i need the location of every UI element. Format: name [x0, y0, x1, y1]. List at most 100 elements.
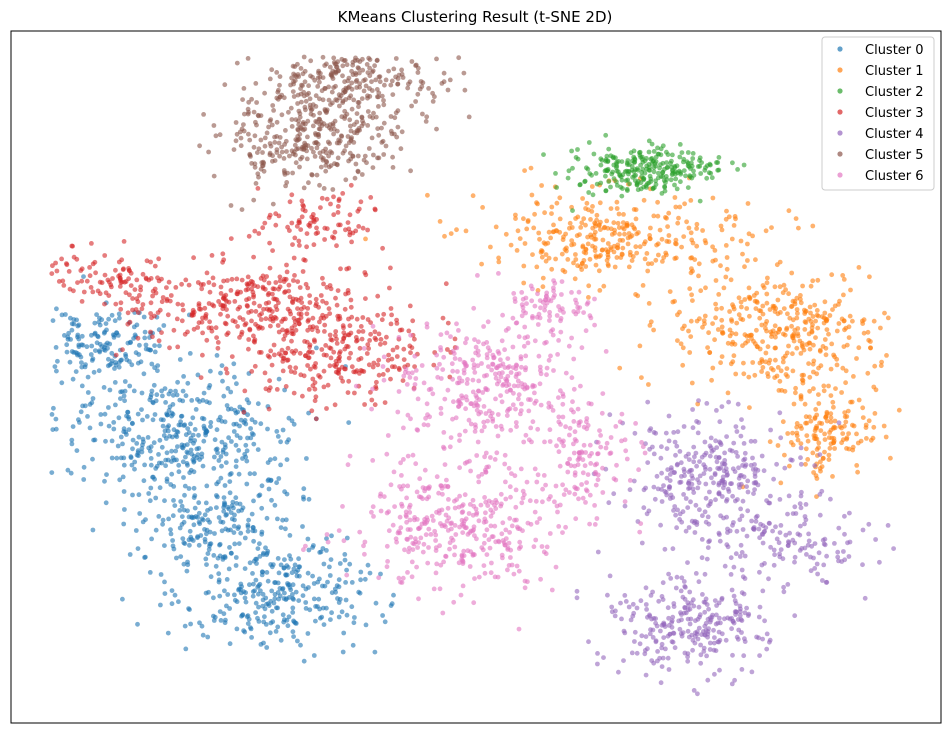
data-point — [856, 265, 862, 270]
data-point — [310, 74, 315, 80]
data-point — [277, 586, 283, 591]
data-point — [746, 611, 752, 617]
data-point — [560, 414, 566, 420]
data-point — [295, 61, 300, 67]
data-point — [645, 261, 651, 267]
data-point — [437, 586, 443, 592]
data-point — [336, 584, 342, 590]
data-point — [846, 431, 851, 436]
data-point — [230, 318, 236, 324]
data-point — [510, 402, 516, 408]
data-point — [183, 454, 188, 460]
data-point — [203, 500, 209, 506]
data-point — [822, 337, 828, 342]
data-point — [723, 216, 729, 222]
data-point — [200, 315, 205, 321]
data-point — [332, 402, 338, 408]
data-point — [443, 553, 448, 559]
data-point — [321, 281, 326, 287]
data-point — [664, 215, 669, 221]
data-point — [285, 345, 291, 351]
data-point — [200, 463, 206, 469]
data-point — [301, 304, 307, 310]
data-point — [309, 145, 314, 151]
data-point — [463, 363, 469, 369]
data-point — [341, 87, 346, 93]
data-point — [114, 455, 120, 461]
data-point — [812, 541, 818, 546]
data-point — [390, 522, 396, 528]
data-point — [521, 439, 527, 445]
data-point — [263, 316, 269, 322]
data-point — [223, 512, 229, 518]
data-point — [258, 166, 264, 172]
data-point — [441, 70, 447, 76]
data-point — [479, 471, 485, 477]
data-point — [220, 303, 226, 308]
data-point — [174, 457, 179, 463]
data-point — [371, 360, 377, 366]
data-point — [386, 352, 391, 358]
data-point — [814, 412, 820, 418]
data-point — [785, 511, 790, 517]
data-point — [225, 406, 231, 412]
data-point — [697, 155, 703, 161]
data-point — [407, 510, 413, 515]
data-point — [659, 641, 665, 647]
data-point — [655, 145, 660, 151]
data-point — [505, 567, 510, 573]
data-point — [346, 378, 352, 384]
data-point — [680, 630, 686, 635]
data-point — [799, 426, 804, 431]
data-point — [839, 440, 844, 446]
data-point — [105, 345, 110, 351]
data-point — [159, 388, 165, 394]
data-point — [389, 601, 395, 607]
data-point — [782, 452, 787, 458]
data-point — [763, 325, 768, 331]
data-point — [50, 318, 56, 323]
data-point — [227, 472, 233, 477]
data-point — [247, 327, 253, 333]
data-point — [695, 164, 701, 169]
data-point — [450, 537, 456, 543]
data-point — [334, 302, 340, 308]
data-point — [64, 342, 70, 348]
data-point — [785, 543, 791, 548]
data-point — [96, 368, 102, 374]
data-point — [663, 250, 669, 256]
data-point — [692, 454, 697, 460]
data-point — [250, 525, 256, 530]
data-point — [681, 424, 687, 429]
data-point — [627, 249, 633, 255]
data-point — [481, 404, 487, 409]
data-point — [316, 304, 321, 310]
data-point — [201, 423, 207, 429]
data-point — [611, 176, 617, 182]
data-point — [176, 469, 182, 475]
data-point — [665, 164, 670, 170]
data-point — [733, 371, 739, 377]
data-point — [382, 619, 388, 625]
data-point — [214, 505, 219, 510]
data-point — [328, 557, 334, 562]
data-point — [761, 468, 767, 474]
data-point — [503, 376, 508, 382]
data-point — [791, 338, 797, 344]
data-point — [122, 388, 128, 394]
data-point — [685, 505, 691, 510]
data-point — [479, 361, 484, 366]
data-point — [510, 365, 516, 370]
data-point — [765, 371, 770, 376]
data-point — [678, 479, 684, 485]
data-point — [888, 455, 893, 461]
data-point — [789, 457, 795, 463]
data-point — [742, 450, 748, 456]
data-point — [250, 589, 256, 594]
data-point — [827, 313, 833, 318]
data-point — [731, 306, 737, 312]
data-point — [356, 224, 362, 229]
data-point — [489, 560, 494, 566]
data-point — [671, 601, 677, 606]
